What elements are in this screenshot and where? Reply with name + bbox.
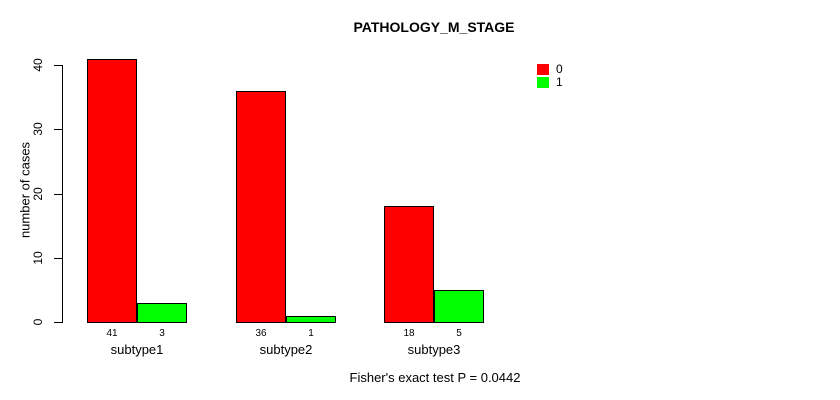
legend-row: 1 [537, 75, 563, 89]
legend-swatch-icon [537, 64, 549, 75]
bar-subtype1-series-1 [137, 303, 187, 323]
y-axis-tick-label: 30 [31, 122, 45, 136]
fisher-test-annotation: Fisher's exact test P = 0.0442 [349, 370, 521, 385]
chart-title: PATHOLOGY_M_STAGE [353, 19, 515, 35]
legend-label: 1 [556, 75, 563, 89]
y-axis-tick [54, 258, 62, 259]
bar-value-label: 36 [255, 328, 267, 339]
y-axis-tick-label: 20 [31, 187, 45, 201]
legend-row: 0 [537, 62, 563, 76]
y-axis-tick-label: 10 [31, 251, 45, 265]
bar-subtype1-series-0 [87, 59, 137, 323]
bar-subtype3-series-1 [434, 290, 484, 323]
x-axis-category-label: subtype2 [259, 342, 313, 357]
y-axis-tick-label: 40 [31, 58, 45, 72]
bar-subtype3-series-0 [384, 206, 434, 323]
y-axis-tick [54, 65, 62, 66]
x-axis-category-label: subtype3 [407, 342, 461, 357]
y-axis-tick [54, 194, 62, 195]
x-axis-category-label: subtype1 [110, 342, 164, 357]
legend-label: 0 [556, 62, 563, 76]
y-axis-line [62, 65, 63, 323]
bar-subtype2-series-0 [236, 91, 286, 323]
bar-subtype2-series-1 [286, 316, 336, 323]
bar-value-label: 5 [456, 328, 462, 339]
bar-value-label: 3 [159, 328, 165, 339]
y-axis-tick-label: 0 [31, 318, 45, 326]
y-axis-tick [54, 322, 62, 323]
y-axis-tick [54, 129, 62, 130]
legend-swatch-icon [537, 77, 549, 88]
bar-value-label: 41 [106, 328, 118, 339]
bar-value-label: 18 [403, 328, 415, 339]
bar-value-label: 1 [308, 328, 314, 339]
